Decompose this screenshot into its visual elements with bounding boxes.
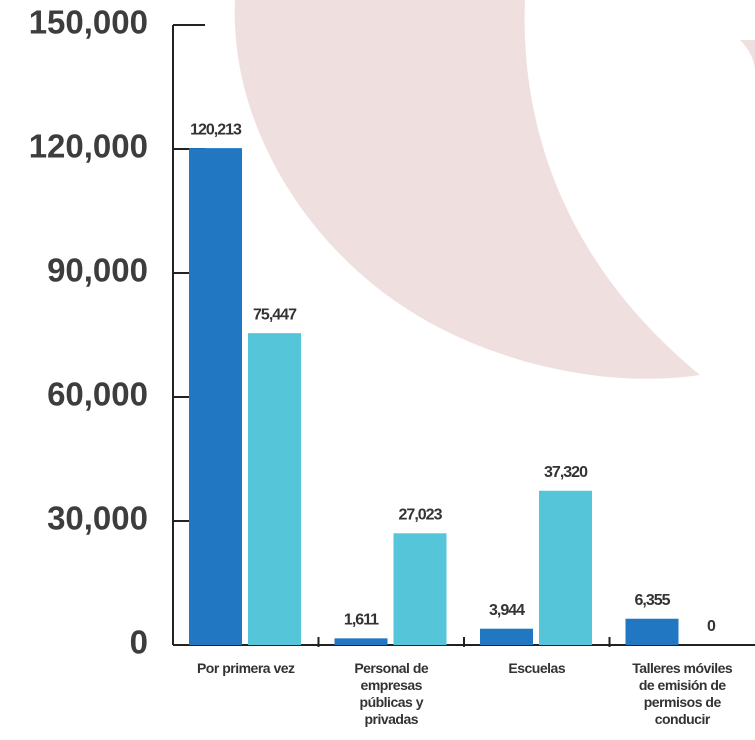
value-label: 75,447 <box>253 306 297 323</box>
y-tick-label: 60,000 <box>47 376 148 413</box>
value-label: 6,355 <box>634 592 670 609</box>
value-label: 120,213 <box>190 121 242 138</box>
y-tick-label: 120,000 <box>29 128 148 165</box>
y-tick-label: 150,000 <box>29 4 148 41</box>
x-tick-label: Personal de empresas públicas y privadas <box>354 660 429 727</box>
bar <box>625 618 679 645</box>
bar <box>189 148 242 645</box>
x-tick-label: Escuelas <box>508 660 566 676</box>
y-tick-label: 90,000 <box>47 252 148 289</box>
value-label: 0 <box>707 618 716 635</box>
bar <box>539 490 592 645</box>
value-label: 27,023 <box>399 507 443 524</box>
background-shape <box>234 0 700 379</box>
value-label: 37,320 <box>544 464 588 481</box>
bar <box>334 638 388 645</box>
bar <box>480 628 533 645</box>
y-tick-label: 30,000 <box>47 500 148 537</box>
x-tick-label: Por primera vez <box>196 660 295 676</box>
bar <box>248 333 301 645</box>
background-shape <box>740 40 755 90</box>
value-label: 3,944 <box>489 602 525 619</box>
value-label: 1,611 <box>344 612 379 629</box>
x-tick-label: Talleres móviles de emisión de permisos … <box>632 660 733 727</box>
bar <box>393 533 447 645</box>
y-tick-label: 0 <box>130 624 148 661</box>
